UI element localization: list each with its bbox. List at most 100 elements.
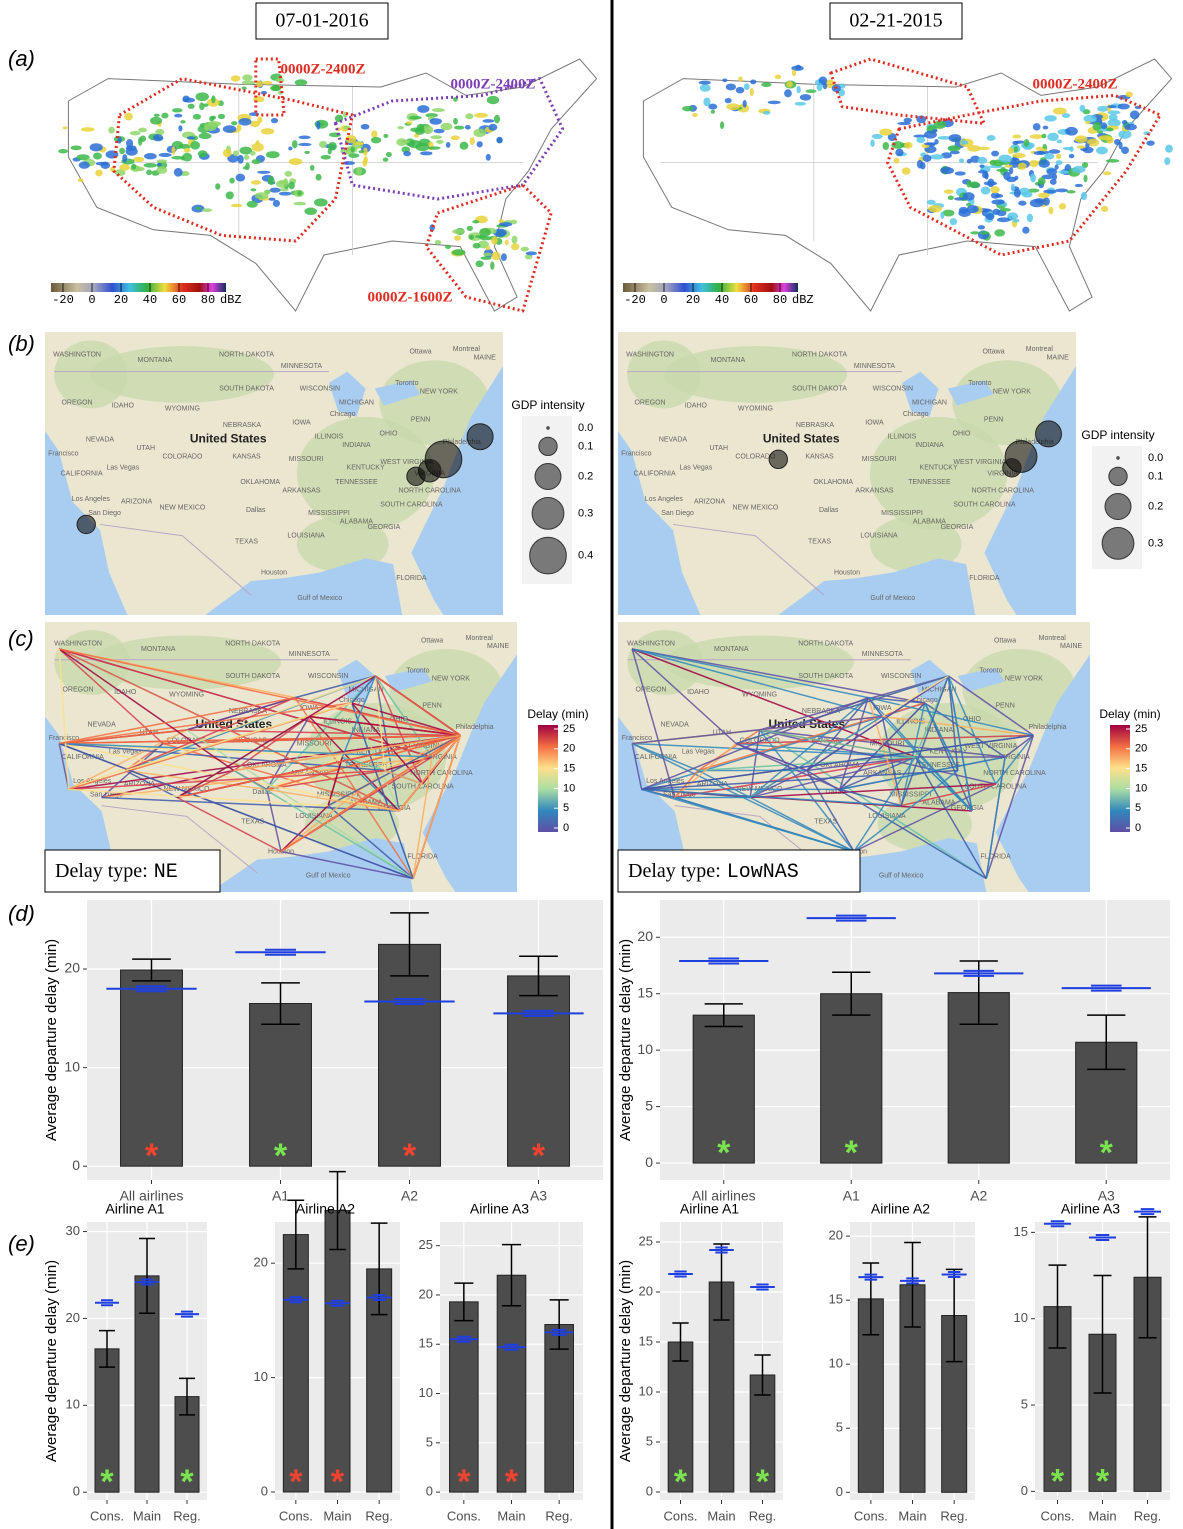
map-label: MINNESOTA bbox=[281, 363, 322, 370]
y-axis-title: Average departure delay (min) bbox=[43, 939, 60, 1141]
map-label: San Diego bbox=[88, 510, 121, 517]
radar-echo bbox=[364, 156, 368, 163]
radar-echo bbox=[198, 150, 208, 157]
colorbar-tick-label: 10 bbox=[563, 782, 575, 794]
radar-echo bbox=[157, 163, 161, 167]
radar-echo bbox=[122, 154, 127, 162]
radar-echo bbox=[993, 209, 1000, 215]
colorbar bbox=[1110, 725, 1130, 832]
radar-echo bbox=[1097, 106, 1109, 112]
map-label: NEW YORK bbox=[1005, 676, 1043, 683]
radar-echo bbox=[396, 138, 407, 146]
map-label: SOUTH DAKOTA bbox=[792, 385, 847, 392]
map-label: WISCONSIN bbox=[873, 385, 913, 392]
radar-echo bbox=[1101, 206, 1108, 212]
radar-echo bbox=[96, 162, 109, 166]
radar-echo bbox=[153, 134, 163, 141]
radar-echo bbox=[486, 246, 490, 251]
radar-echo bbox=[358, 150, 364, 153]
y-tick-label: 0 bbox=[836, 1484, 843, 1499]
map-label: UTAH bbox=[136, 445, 155, 452]
region-outline bbox=[831, 59, 984, 123]
y-axis-title: Average departure delay (min) bbox=[43, 1260, 60, 1462]
radar-echo bbox=[474, 113, 488, 118]
radar-echo bbox=[467, 226, 473, 231]
map-label: Ottawa bbox=[982, 349, 1004, 356]
radar-echo bbox=[425, 127, 430, 133]
delay-type-value: NE bbox=[154, 861, 178, 884]
colorbar-tick-label: 40 bbox=[715, 293, 729, 307]
legend-bubble bbox=[532, 497, 564, 529]
legend-title: GDP intensity bbox=[511, 398, 584, 412]
radar-echo bbox=[512, 236, 518, 244]
x-tick-label: Cons. bbox=[664, 1508, 698, 1523]
radar-echo bbox=[316, 174, 322, 181]
radar-echo bbox=[469, 235, 474, 240]
map-label: OHIO bbox=[380, 431, 398, 438]
radar-echo bbox=[238, 118, 251, 126]
radar-echo bbox=[1030, 173, 1036, 182]
x-tick-label: A1 bbox=[843, 1188, 860, 1204]
radar-echo bbox=[187, 136, 195, 139]
radar-echo bbox=[1008, 147, 1014, 154]
radar-echo bbox=[792, 70, 796, 76]
legend-bubble bbox=[530, 537, 567, 574]
y-tick-label: 0 bbox=[646, 1483, 653, 1498]
panel-label: (e) bbox=[8, 1231, 35, 1256]
colorbar-tick-label: 20 bbox=[1135, 743, 1147, 755]
x-tick-label: Reg. bbox=[749, 1508, 776, 1523]
map-label: MICHIGAN bbox=[339, 400, 374, 407]
radar-echo bbox=[131, 164, 136, 170]
y-tick-label: 10 bbox=[419, 1385, 433, 1400]
colorbar-tick-label: 5 bbox=[563, 802, 569, 814]
y-tick-label: 10 bbox=[639, 1383, 653, 1398]
colorbar-unit: dBZ bbox=[792, 293, 814, 307]
radar-echo bbox=[78, 178, 84, 182]
bar bbox=[325, 1211, 350, 1492]
radar-echo bbox=[1038, 193, 1050, 198]
chart-title: Airline A2 bbox=[296, 1201, 355, 1217]
radar-echo bbox=[174, 114, 182, 118]
map-label: WYOMING bbox=[169, 692, 204, 699]
map-label: Toronto bbox=[395, 380, 418, 387]
radar-echo bbox=[959, 159, 964, 163]
significance-marker: * bbox=[1100, 1134, 1114, 1172]
legend-label: 0.0 bbox=[1148, 452, 1163, 464]
radar-echo bbox=[218, 114, 225, 119]
map-label: WASHINGTON bbox=[626, 351, 674, 358]
radar-echo bbox=[980, 231, 989, 234]
radar-echo bbox=[231, 121, 237, 125]
radar-echo bbox=[961, 140, 969, 144]
radar-echo bbox=[940, 167, 954, 174]
colorbar-tick-label: 0 bbox=[88, 293, 95, 307]
radar-echo bbox=[183, 98, 195, 103]
map-label: Las Vegas bbox=[680, 465, 713, 472]
radar-echo bbox=[397, 126, 404, 129]
radar-echo bbox=[130, 131, 141, 135]
map-label: NEW YORK bbox=[420, 388, 458, 395]
radar-echo bbox=[1103, 171, 1111, 175]
y-tick-label: 15 bbox=[637, 984, 653, 1000]
radar-echo bbox=[460, 142, 469, 150]
map-label: NORTH CAROLINA bbox=[398, 487, 461, 494]
map-label: NEVADA bbox=[659, 436, 688, 443]
significance-marker: * bbox=[717, 1134, 731, 1172]
radar-echo bbox=[432, 108, 445, 112]
map-label: Montreal bbox=[1039, 635, 1067, 642]
radar-echo bbox=[223, 125, 237, 133]
y-tick-label: 0 bbox=[645, 1154, 653, 1170]
radar-echo bbox=[726, 103, 740, 110]
map-label: MAINE bbox=[487, 643, 510, 650]
radar-echo bbox=[182, 153, 192, 162]
radar-echo bbox=[1014, 176, 1018, 180]
legend-bubble bbox=[539, 437, 557, 455]
y-tick-label: 20 bbox=[64, 960, 80, 976]
map-label: MINNESOTA bbox=[862, 651, 903, 658]
radar-echo bbox=[1014, 189, 1021, 198]
radar-echo bbox=[699, 81, 711, 85]
radar-echo bbox=[870, 139, 874, 146]
colorbar bbox=[538, 725, 558, 832]
radar-echo bbox=[1058, 170, 1069, 174]
radar-echo bbox=[244, 155, 249, 160]
radar-echo bbox=[475, 260, 483, 267]
